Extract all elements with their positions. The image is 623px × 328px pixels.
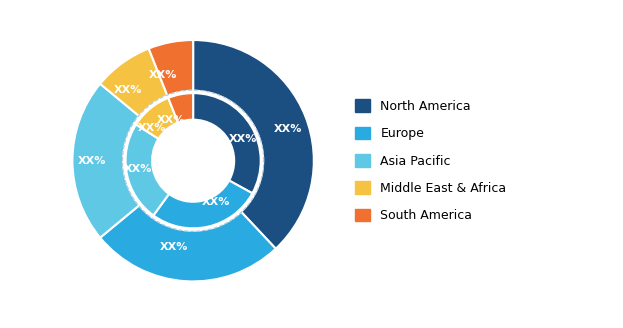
Text: XX%: XX% xyxy=(202,196,231,207)
Text: XX%: XX% xyxy=(123,164,152,174)
Text: XX%: XX% xyxy=(138,123,166,133)
Wedge shape xyxy=(153,180,252,228)
Wedge shape xyxy=(100,205,276,281)
Legend: North America, Europe, Asia Pacific, Middle East & Africa, South America: North America, Europe, Asia Pacific, Mid… xyxy=(350,94,511,227)
Wedge shape xyxy=(126,125,169,215)
Wedge shape xyxy=(136,98,178,139)
Text: XX%: XX% xyxy=(113,85,142,95)
Wedge shape xyxy=(168,93,193,123)
Wedge shape xyxy=(193,93,260,193)
Text: XX%: XX% xyxy=(157,114,185,125)
Text: XX%: XX% xyxy=(229,134,257,144)
Wedge shape xyxy=(100,49,168,116)
Wedge shape xyxy=(149,40,193,96)
Text: XX%: XX% xyxy=(274,124,302,134)
Wedge shape xyxy=(72,84,139,238)
Text: XX%: XX% xyxy=(78,156,107,166)
Text: XX%: XX% xyxy=(159,242,188,253)
Wedge shape xyxy=(193,40,314,249)
Text: XX%: XX% xyxy=(148,70,177,80)
